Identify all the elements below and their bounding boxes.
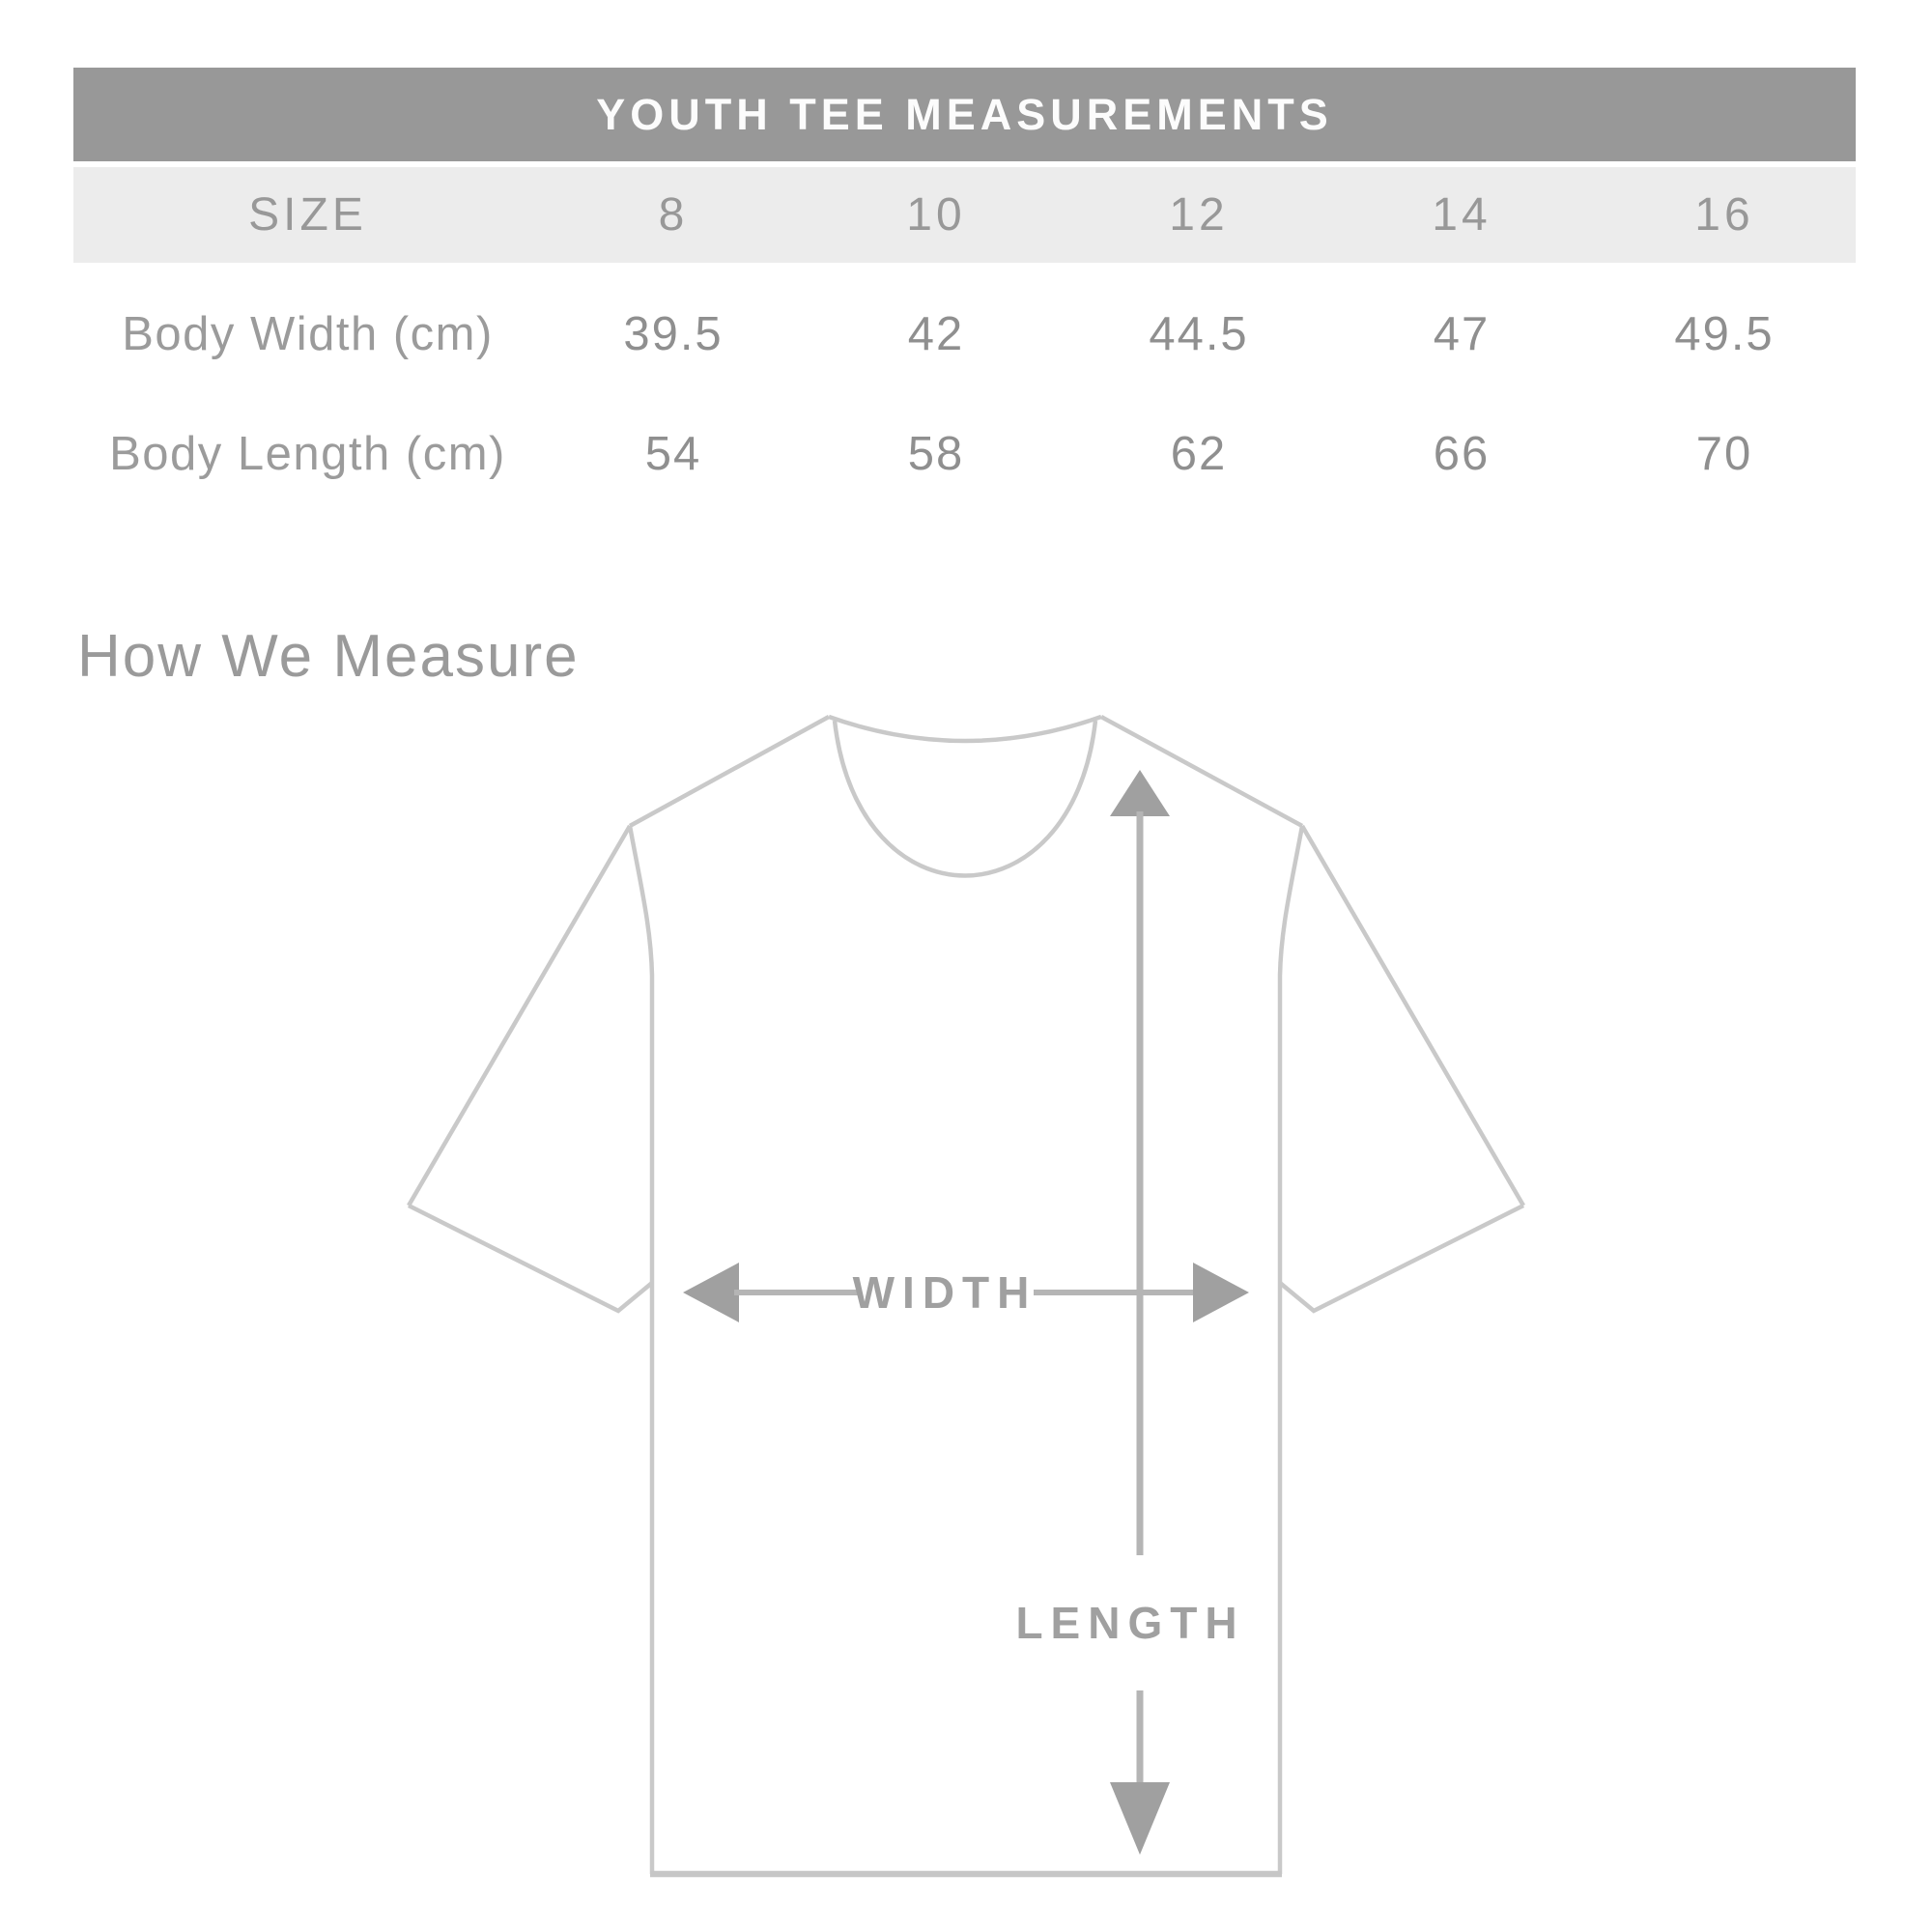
body-length-value-4: 66 [1433,428,1491,480]
width-arrow-left-head [683,1263,739,1322]
body-width-value-2: 42 [907,308,965,360]
body-length-value-2: 58 [907,428,965,480]
body-width-row: Body Width (cm) 39.5 42 44.5 47 49.5 [73,276,1856,392]
length-arrow-down-head [1110,1782,1170,1855]
size-header-row: SIZE 8 10 12 14 16 [73,167,1856,263]
body-length-row: Body Length (cm) 54 58 62 66 70 [73,396,1856,512]
body-width-value-3: 44.5 [1149,308,1249,360]
size-col-4: 14 [1432,189,1492,241]
size-col-3: 12 [1169,189,1229,241]
width-arrow-label: WIDTH [853,1267,1037,1318]
how-we-measure-heading: How We Measure [77,623,580,690]
table-title: YOUTH TEE MEASUREMENTS [596,89,1333,139]
size-col-2: 10 [906,189,966,241]
body-length-value-3: 62 [1170,428,1228,480]
width-arrow [683,1263,1249,1322]
body-width-value-5: 49.5 [1674,308,1775,360]
length-arrow [1110,770,1170,1855]
tee-outline-drawing [407,714,1525,1878]
body-width-label: Body Width (cm) [122,308,494,360]
body-width-value-4: 47 [1433,308,1491,360]
size-col-1: 8 [658,189,689,241]
width-arrow-right-head [1193,1263,1249,1322]
length-arrow-up-head [1110,770,1170,816]
body-width-value-1: 39.5 [623,308,724,360]
size-col-5: 16 [1694,189,1754,241]
table-title-bar: YOUTH TEE MEASUREMENTS [73,68,1856,161]
length-arrow-label: LENGTH [1015,1598,1244,1648]
body-length-value-5: 70 [1695,428,1753,480]
body-length-value-1: 54 [644,428,702,480]
size-header-label: SIZE [248,189,367,241]
body-length-label: Body Length (cm) [109,428,506,480]
